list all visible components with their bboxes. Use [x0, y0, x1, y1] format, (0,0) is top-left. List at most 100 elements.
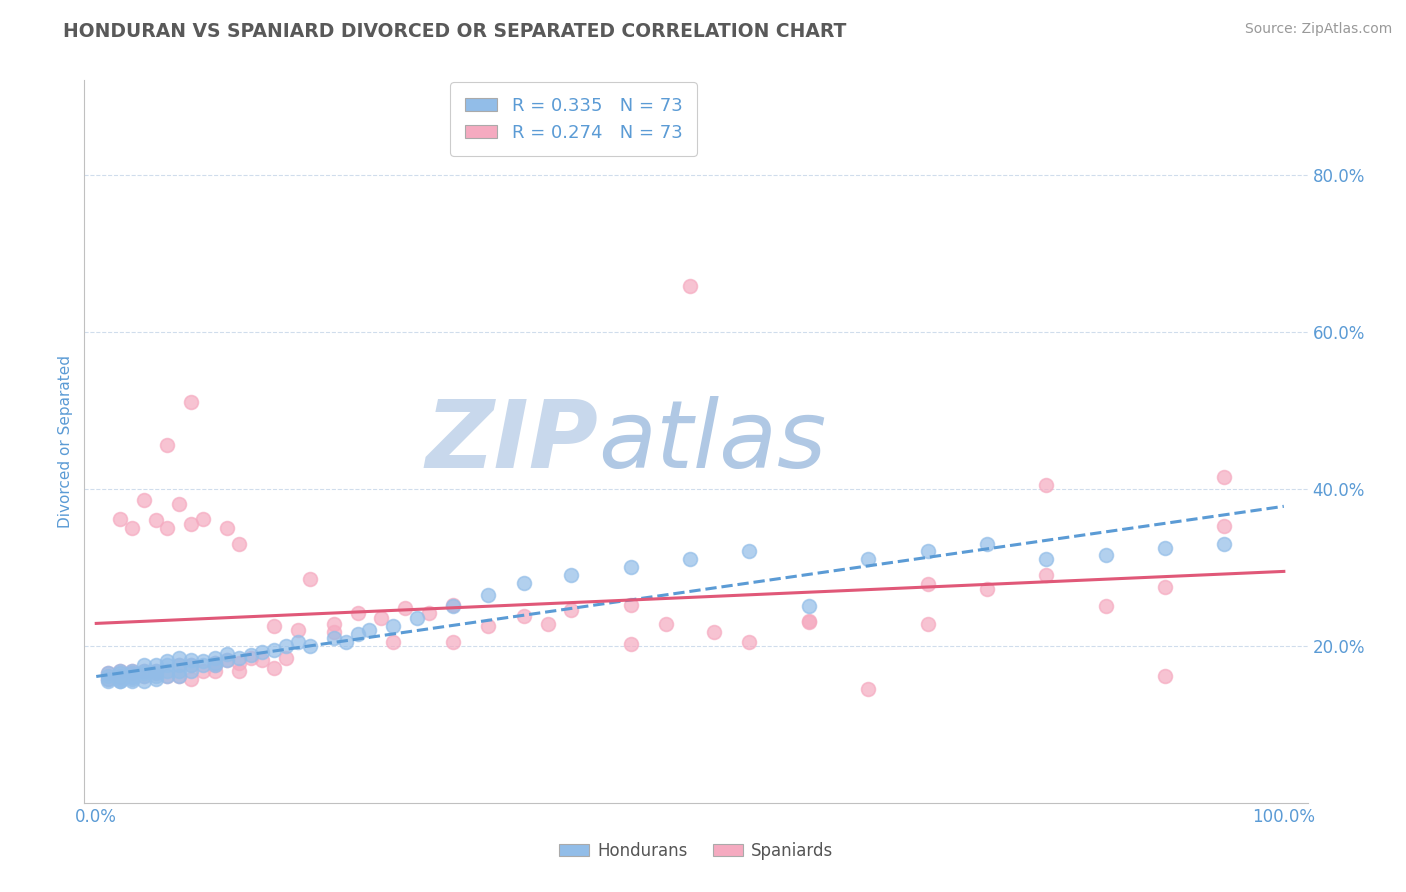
Point: [370, 611, 392, 625]
Point: [1154, 668, 1177, 682]
Point: [797, 615, 820, 630]
Point: [145, 668, 167, 682]
Point: [121, 666, 143, 681]
Point: [976, 536, 998, 550]
Point: [406, 611, 429, 625]
Point: [322, 631, 344, 645]
Point: [145, 666, 167, 681]
Text: ZIP: ZIP: [425, 395, 598, 488]
Point: [263, 661, 285, 675]
Point: [679, 552, 702, 566]
Point: [1094, 599, 1116, 614]
Point: [287, 635, 309, 649]
Point: [322, 616, 344, 631]
Point: [322, 624, 344, 639]
Point: [263, 619, 285, 633]
Point: [180, 664, 202, 678]
Point: [359, 623, 381, 637]
Point: [156, 521, 179, 535]
Point: [97, 666, 120, 681]
Point: [121, 664, 143, 678]
Point: [418, 606, 440, 620]
Point: [228, 664, 250, 678]
Point: [97, 666, 120, 681]
Point: [191, 655, 214, 669]
Point: [252, 645, 274, 659]
Point: [917, 616, 939, 631]
Point: [204, 656, 226, 670]
Point: [239, 650, 262, 665]
Point: [180, 395, 202, 409]
Point: [180, 658, 202, 673]
Point: [1213, 470, 1236, 484]
Text: atlas: atlas: [598, 396, 827, 487]
Point: [560, 568, 582, 582]
Point: [917, 544, 939, 558]
Point: [228, 536, 250, 550]
Point: [382, 619, 405, 633]
Point: [1035, 477, 1057, 491]
Point: [132, 668, 155, 682]
Point: [169, 668, 191, 682]
Point: [394, 601, 416, 615]
Y-axis label: Divorced or Separated: Divorced or Separated: [58, 355, 73, 528]
Point: [346, 606, 368, 620]
Point: [536, 616, 558, 631]
Point: [215, 653, 238, 667]
Point: [169, 658, 191, 673]
Point: [738, 635, 761, 649]
Point: [263, 642, 285, 657]
Point: [97, 674, 120, 689]
Point: [108, 674, 131, 689]
Point: [738, 544, 761, 558]
Point: [132, 658, 155, 673]
Point: [156, 668, 179, 682]
Point: [145, 658, 167, 673]
Point: [108, 664, 131, 678]
Point: [180, 653, 202, 667]
Point: [145, 513, 167, 527]
Point: [797, 614, 820, 628]
Point: [108, 670, 131, 684]
Point: [156, 658, 179, 673]
Point: [108, 666, 131, 681]
Point: [169, 497, 191, 511]
Point: [121, 521, 143, 535]
Point: [215, 521, 238, 535]
Point: [382, 635, 405, 649]
Point: [121, 672, 143, 686]
Point: [180, 672, 202, 686]
Point: [180, 658, 202, 673]
Point: [145, 666, 167, 681]
Point: [856, 552, 879, 566]
Point: [145, 664, 167, 678]
Point: [204, 656, 226, 670]
Point: [204, 658, 226, 673]
Point: [97, 672, 120, 686]
Point: [132, 664, 155, 678]
Point: [252, 653, 274, 667]
Point: [276, 639, 298, 653]
Point: [180, 516, 202, 531]
Point: [228, 650, 250, 665]
Point: [121, 670, 143, 684]
Point: [477, 588, 499, 602]
Point: [156, 438, 179, 452]
Point: [620, 560, 643, 574]
Point: [441, 635, 464, 649]
Point: [132, 666, 155, 681]
Point: [108, 668, 131, 682]
Point: [1094, 549, 1116, 563]
Point: [215, 653, 238, 667]
Point: [121, 668, 143, 682]
Point: [620, 598, 643, 612]
Point: [346, 627, 368, 641]
Point: [1213, 536, 1236, 550]
Point: [228, 656, 250, 670]
Point: [191, 658, 214, 673]
Point: [121, 664, 143, 678]
Point: [204, 650, 226, 665]
Point: [97, 668, 120, 682]
Point: [1154, 541, 1177, 555]
Point: [156, 664, 179, 678]
